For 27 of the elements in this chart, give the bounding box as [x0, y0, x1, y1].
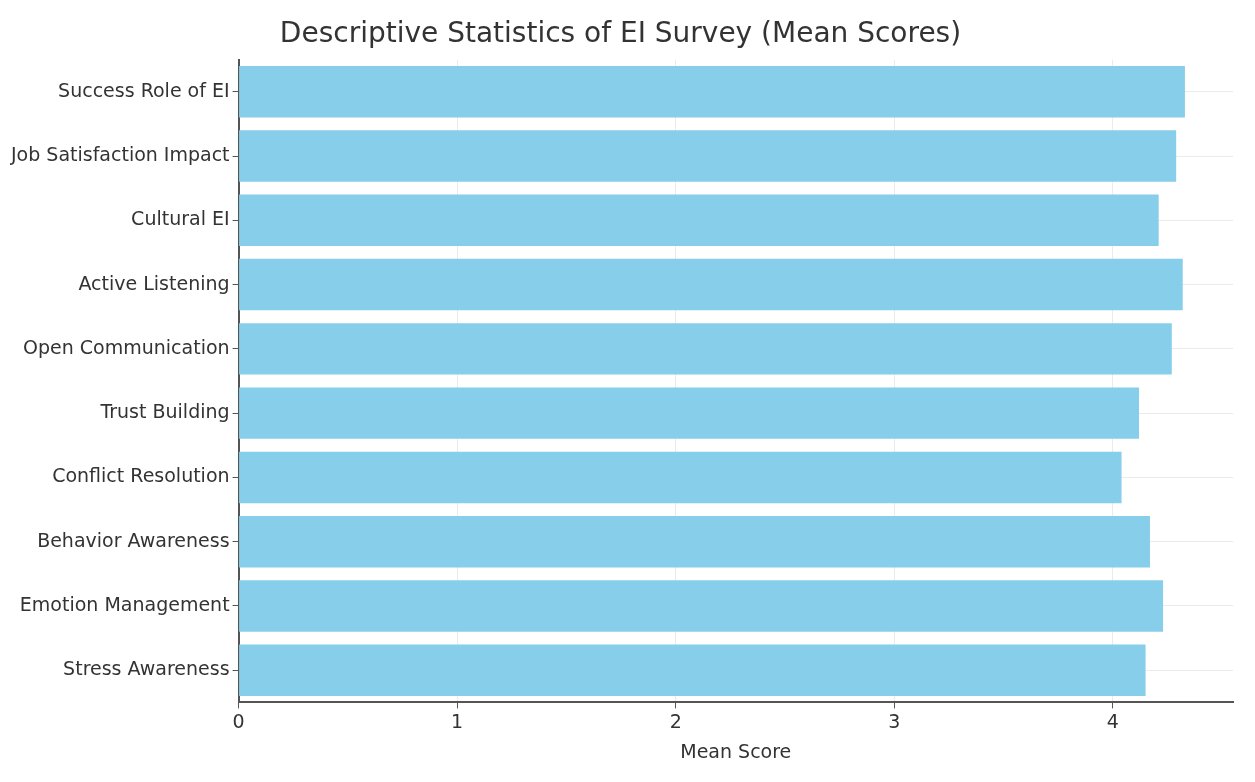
- x-tick-label: 2: [669, 709, 682, 732]
- bar: [239, 387, 1140, 439]
- y-tick-label: Conflict Resolution: [52, 464, 230, 487]
- bar: [239, 130, 1177, 182]
- bar: [239, 323, 1172, 375]
- y-tick-label: Stress Awareness: [63, 657, 230, 680]
- bar: [239, 258, 1183, 311]
- y-tick-label: Job Satisfaction Impact: [9, 142, 230, 165]
- bar: [239, 194, 1159, 247]
- y-tick-label: Success Role of EI: [58, 78, 230, 101]
- x-tick-label: 1: [451, 709, 464, 732]
- y-tick-label: Active Listening: [78, 271, 230, 294]
- y-tick-label: Cultural EI: [131, 207, 230, 230]
- x-tick-label: 0: [232, 709, 245, 732]
- bar: [239, 580, 1164, 632]
- bar: [239, 451, 1122, 504]
- y-tick-label: Emotion Management: [19, 592, 230, 615]
- x-tick-label: 4: [1106, 709, 1119, 732]
- x-tick-label: 3: [888, 709, 901, 732]
- y-tick-label: Open Communication: [23, 335, 230, 358]
- bar: [239, 66, 1185, 118]
- y-tick-label: Trust Building: [99, 400, 230, 423]
- bar: [239, 515, 1150, 568]
- bar: [239, 644, 1146, 696]
- x-axis-title: Mean Score: [680, 739, 792, 762]
- chart-title: Descriptive Statistics of EI Survey (Mean Scores): [279, 16, 962, 50]
- y-tick-label: Behavior Awareness: [37, 528, 230, 551]
